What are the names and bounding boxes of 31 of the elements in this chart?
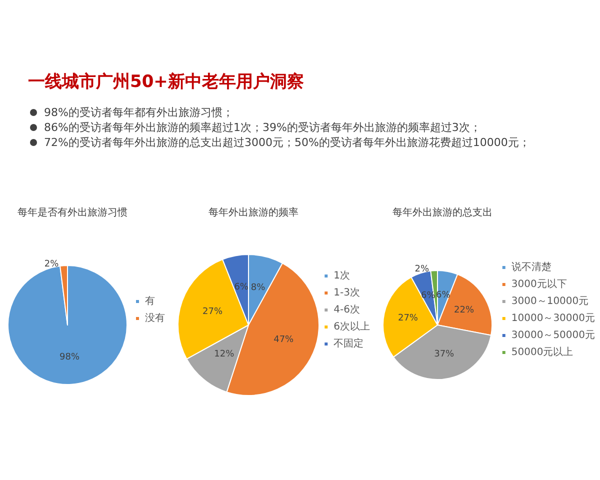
data-label: 2% — [44, 260, 60, 270]
legend-label: 没有 — [145, 312, 165, 324]
data-label: 37% — [434, 350, 455, 360]
data-label: 12% — [214, 349, 235, 360]
legend-label: 3000元以下 — [511, 278, 567, 290]
data-label: 47% — [274, 335, 294, 346]
chart-title: 每年外出旅游的频率 — [208, 206, 298, 218]
legend-label: 3000～10000元 — [511, 296, 589, 307]
data-label: 8% — [250, 282, 266, 293]
chart-title: 每年外出旅游的总支出 — [392, 206, 492, 218]
legend-label: 30000～50000元 — [511, 330, 595, 341]
chart-title: 每年是否有外出旅游习惯 — [18, 206, 128, 218]
legend-label: 4-6次 — [334, 304, 360, 316]
data-label: 27% — [398, 313, 418, 324]
legend-label: 说不清楚 — [511, 261, 552, 273]
data-label: 98% — [60, 352, 80, 363]
legend-label: 6次以上 — [334, 320, 370, 332]
legend-label: 有 — [145, 295, 155, 307]
legend-label: 50000元以上 — [511, 346, 574, 358]
data-label: 2% — [414, 264, 430, 275]
legend-label: 10000～30000元 — [511, 313, 595, 324]
legend-label: 不固定 — [334, 338, 364, 350]
text: 72%的受访者每年外出旅游的总支出超过3000元；50%的受访者每年外出旅游花费超过10000元； — [43, 135, 530, 150]
data-label: 6% — [234, 282, 249, 292]
legend-label: 1次 — [334, 270, 350, 282]
text: 98%的受访者每年都有外出旅游习惯； — [43, 105, 234, 120]
text: 86%的受访者每年外出旅游的频率超过1次；39%的受访者每年外出旅游的频率超过3次； — [43, 120, 482, 135]
legend-label: 1-3次 — [334, 288, 360, 298]
data-label: 27% — [202, 307, 223, 318]
text: 一线城市广州50+新中老年用户洞察 — [28, 71, 305, 93]
data-label: 22% — [454, 305, 474, 316]
